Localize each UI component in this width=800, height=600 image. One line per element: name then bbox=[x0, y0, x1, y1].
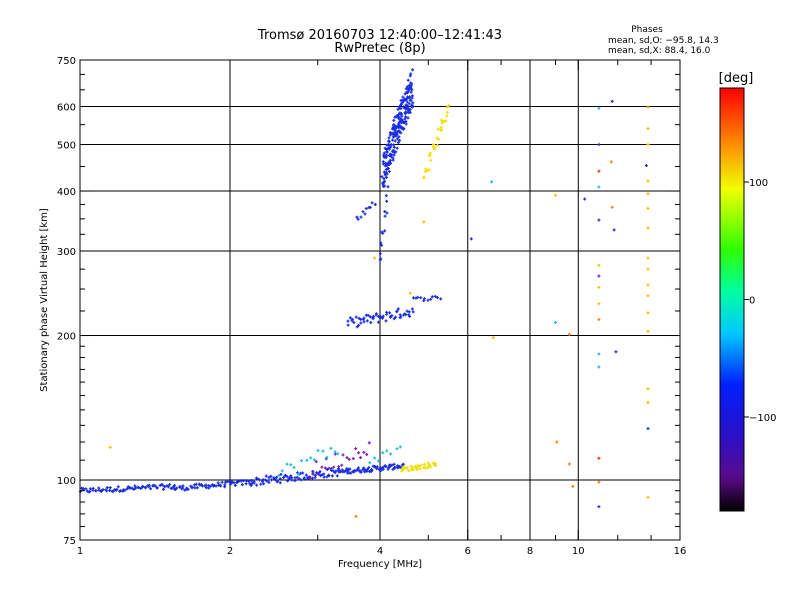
colorbar bbox=[719, 87, 745, 512]
x-tick-label: 1 bbox=[77, 546, 83, 557]
data-points bbox=[78, 68, 650, 518]
x-tick-label: 6 bbox=[465, 546, 471, 557]
colorbar-ticks: 100 0 −100 bbox=[744, 178, 776, 424]
colorbar-tick-label: 0 bbox=[749, 296, 755, 307]
phase-stats-o-mode: mean, sd,O: −95.8, 14.3 bbox=[608, 36, 719, 46]
y-tick-label: 400 bbox=[57, 187, 76, 198]
phase-stats-heading: Phases bbox=[631, 25, 663, 35]
x-tick-label: 4 bbox=[377, 546, 383, 557]
y-tick-label: 200 bbox=[57, 332, 76, 343]
colorbar-tick-label: 100 bbox=[749, 178, 768, 189]
colorbar-label: [deg] bbox=[719, 71, 754, 86]
phase-stats-x-mode: mean, sd,X: 88.4, 16.0 bbox=[608, 46, 711, 56]
colorbar-tick-label: −100 bbox=[749, 413, 776, 424]
axes: 1 2 4 6 8 10 16 75 100 200 300 400 500 600 750 bbox=[57, 56, 686, 557]
y-tick-label: 500 bbox=[57, 141, 76, 152]
x-axis-label: Frequency [MHz] bbox=[338, 559, 422, 570]
chart-title: Tromsø 20160703 12:40:00–12:41:43 bbox=[257, 28, 502, 43]
y-tick-label: 75 bbox=[63, 536, 76, 547]
y-tick-label: 300 bbox=[57, 247, 76, 258]
chart-subtitle: RwPretec (8p) bbox=[334, 41, 425, 56]
x-tick-label: 8 bbox=[527, 546, 533, 557]
y-tick-label: 100 bbox=[57, 476, 76, 487]
y-axis-label: Stationary phase Virtual Height [km] bbox=[39, 208, 50, 392]
y-tick-label: 600 bbox=[57, 103, 76, 114]
y-tick-label: 750 bbox=[57, 56, 76, 67]
x-tick-label: 16 bbox=[674, 546, 687, 557]
x-tick-label: 2 bbox=[227, 546, 233, 557]
x-tick-label: 10 bbox=[572, 546, 585, 557]
grid-layer bbox=[80, 60, 680, 540]
